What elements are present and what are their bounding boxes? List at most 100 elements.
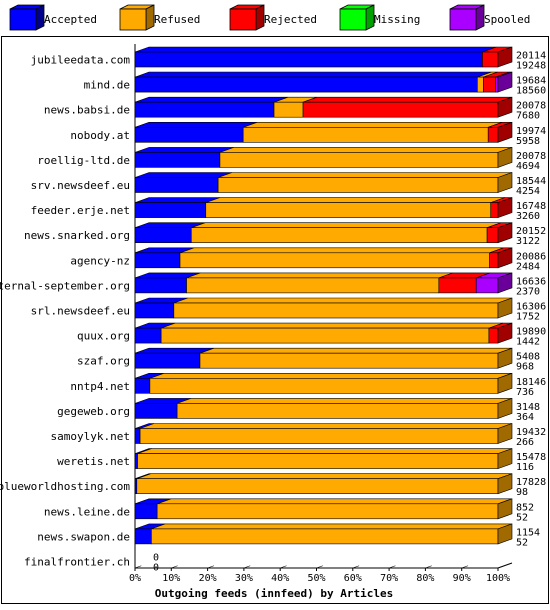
category-label: news.swapon.de bbox=[37, 530, 130, 543]
category-label: news.snarked.org bbox=[24, 229, 130, 242]
bar-segment-top bbox=[149, 372, 513, 379]
category-label: blueworldhosting.com bbox=[0, 480, 130, 493]
bar-segment-top bbox=[134, 147, 235, 153]
category-label: roellig-ltd.de bbox=[37, 154, 130, 167]
x-tick-depth bbox=[425, 565, 432, 569]
value-label-accepted: 968 bbox=[516, 362, 534, 373]
bar-segment-side bbox=[497, 397, 513, 419]
bar-segment-accepted bbox=[134, 453, 138, 469]
value-label-total: 1154 bbox=[516, 527, 540, 538]
legend-swatch-refused bbox=[119, 8, 147, 31]
bar-segment-side bbox=[497, 423, 513, 444]
bar-segment-accepted bbox=[134, 127, 244, 143]
bar-segment-rejected bbox=[487, 127, 499, 143]
value-label-total: 18146 bbox=[516, 377, 546, 388]
bar-segment-refused bbox=[190, 227, 488, 243]
bar-segment-refused bbox=[219, 152, 499, 168]
bar-segment-accepted bbox=[134, 227, 192, 243]
value-label-total: 16636 bbox=[516, 276, 546, 287]
x-tick-label: 70% bbox=[380, 573, 398, 584]
bar-segment-accepted bbox=[134, 277, 187, 294]
value-label-total: 17828 bbox=[516, 477, 546, 488]
x-tick-depth bbox=[280, 565, 287, 569]
bar-segment-side bbox=[497, 523, 513, 545]
bar-segment-accepted bbox=[134, 352, 201, 369]
value-label-total: 0 bbox=[153, 553, 159, 564]
bar-segment-spooled bbox=[475, 277, 499, 294]
bar-segment-top bbox=[186, 272, 453, 279]
legend-label-refused: Refused bbox=[154, 13, 200, 26]
value-label-accepted: 2370 bbox=[516, 286, 540, 297]
x-tick-depth bbox=[352, 565, 360, 569]
bar-segment-refused bbox=[173, 302, 499, 319]
bar-segment-top bbox=[179, 247, 504, 254]
bar-segment-side bbox=[497, 46, 513, 68]
legend-swatch-side bbox=[365, 4, 375, 31]
bar-segment-rejected bbox=[489, 252, 499, 269]
bar-segment-side bbox=[497, 297, 513, 319]
bar-segment-top bbox=[136, 473, 513, 480]
category-label: finalfrontier.ch bbox=[24, 556, 130, 569]
category-label: weretis.net bbox=[57, 455, 130, 468]
legend-swatch-missing bbox=[339, 8, 367, 31]
legend-swatch-rejected bbox=[229, 8, 257, 31]
bar-segment-spooled bbox=[495, 76, 499, 93]
category-label: nobody.at bbox=[70, 129, 130, 142]
bar-segment-refused bbox=[137, 453, 499, 469]
x-tick-label: 90% bbox=[453, 573, 471, 584]
bar-segment-side bbox=[497, 71, 513, 93]
category-label: eternal-september.org bbox=[0, 279, 130, 292]
bar-segment-accepted bbox=[134, 327, 162, 344]
bar-segment-top bbox=[139, 423, 513, 429]
bar-segment-rejected bbox=[488, 327, 499, 344]
x-tick-depth bbox=[134, 565, 142, 569]
bar-segment-side bbox=[497, 247, 513, 269]
value-label-total: 20078 bbox=[516, 101, 546, 112]
bar-segment-rejected bbox=[482, 51, 499, 68]
x-tick-label: 0% bbox=[129, 573, 141, 584]
bar-segment-accepted bbox=[134, 177, 219, 193]
category-label: mind.de bbox=[84, 79, 130, 92]
bar-segment-refused bbox=[217, 177, 499, 193]
bar-segment-top bbox=[243, 122, 503, 128]
bar-segment-side bbox=[497, 121, 513, 143]
value-label-total: 20152 bbox=[516, 226, 546, 237]
bar-segment-side bbox=[497, 448, 513, 470]
bar-segment-side bbox=[497, 172, 513, 193]
bar-segment-side bbox=[497, 347, 513, 369]
x-axis: 0% 10% 20% 30% 40% 50% 60% 70% 80% 90% 100% bbox=[129, 562, 513, 584]
bar-segment-top bbox=[151, 523, 513, 530]
x-tick-label: 20% bbox=[199, 573, 217, 584]
value-label-total: 5408 bbox=[516, 352, 540, 363]
bar-segment-refused bbox=[273, 101, 304, 118]
category-label: agency-nz bbox=[70, 254, 130, 267]
bar-segment-side bbox=[497, 372, 513, 394]
x-axis-label: Outgoing feeds (innfeed) by Articles bbox=[155, 587, 393, 600]
bar-segment-accepted bbox=[134, 528, 152, 545]
bar-segment-top bbox=[177, 398, 513, 404]
bar-segment-refused bbox=[176, 403, 499, 419]
category-label: gegeweb.org bbox=[57, 405, 130, 418]
legend-item-rejected: Rejected bbox=[229, 4, 317, 31]
bar-segment-accepted bbox=[134, 503, 158, 520]
x-tick-label: 10% bbox=[162, 573, 180, 584]
value-label-accepted: 116 bbox=[516, 462, 534, 473]
x-tick-label: 40% bbox=[271, 573, 289, 584]
category-label: news.babsi.de bbox=[44, 104, 130, 117]
value-label-accepted: 52 bbox=[516, 512, 528, 523]
category-label: feeder.erje.net bbox=[31, 204, 130, 217]
legend: Accepted Refused Rejected Missing Spooled bbox=[9, 4, 530, 31]
bar-segment-top bbox=[173, 297, 513, 304]
value-label-accepted: 4254 bbox=[516, 186, 540, 197]
bar-segment-top bbox=[219, 147, 513, 153]
